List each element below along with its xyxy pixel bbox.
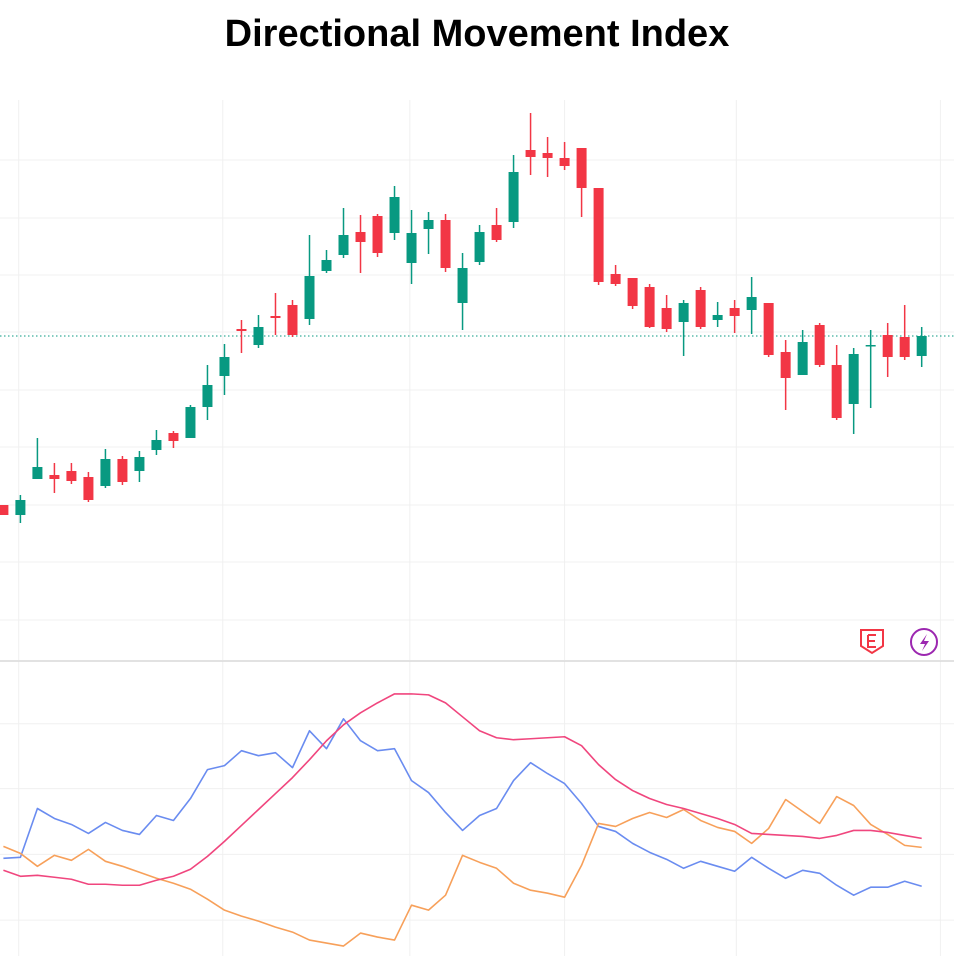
candle-body — [695, 290, 706, 327]
events-icon[interactable] — [910, 628, 938, 656]
candle-body — [185, 407, 196, 438]
candle-body — [916, 336, 927, 356]
candle-body — [321, 260, 332, 271]
candle-body — [338, 235, 349, 255]
candle-body — [270, 316, 281, 318]
candle-body — [508, 172, 519, 222]
candle-body — [865, 345, 876, 347]
candle-body — [457, 268, 468, 303]
candle-body — [372, 216, 383, 253]
candle-body — [491, 225, 502, 240]
earnings-letter — [867, 634, 876, 648]
candle-body — [525, 150, 536, 157]
candle-body — [389, 197, 400, 233]
candle-body — [644, 287, 655, 327]
candle-body — [66, 471, 77, 481]
candle-body — [746, 297, 757, 310]
indicator-line — [3, 718, 922, 897]
candle-body — [134, 457, 145, 471]
earnings-icon[interactable] — [860, 629, 884, 655]
indicator-line — [3, 795, 922, 947]
candle-body — [355, 232, 366, 242]
candle-body — [763, 303, 774, 355]
candle-body — [848, 354, 859, 404]
candle-body — [474, 232, 485, 262]
candle-body — [593, 188, 604, 282]
candle-body — [219, 357, 230, 376]
candle-body — [440, 220, 451, 268]
indicator-line — [3, 693, 922, 887]
candle-body — [100, 459, 111, 486]
candle-body — [729, 308, 740, 316]
grid — [0, 100, 954, 956]
candle-body — [15, 500, 26, 515]
candle-body — [253, 327, 264, 345]
candle-body — [406, 233, 417, 263]
chart-title: Directional Movement Index — [225, 13, 730, 55]
events-bolt — [920, 634, 929, 651]
candle-body — [168, 433, 179, 441]
candle-body — [236, 329, 247, 331]
candle-body — [610, 274, 621, 284]
candle-body — [899, 337, 910, 357]
candle-body — [202, 385, 213, 407]
candle-body — [49, 475, 60, 479]
candle-body — [117, 459, 128, 482]
candle-body — [627, 278, 638, 306]
candle-body — [882, 335, 893, 357]
candle-body — [0, 505, 9, 515]
candle-body — [32, 467, 43, 479]
candle-body — [814, 325, 825, 365]
candle-body — [780, 352, 791, 378]
candle-body — [678, 303, 689, 322]
candle-body — [661, 308, 672, 329]
candle-body — [576, 148, 587, 188]
candle-body — [304, 276, 315, 319]
candle-body — [287, 305, 298, 335]
candle-body — [83, 477, 94, 500]
candle-body — [831, 365, 842, 418]
candle-body — [542, 153, 553, 158]
candle-body — [797, 342, 808, 375]
candle-body — [712, 315, 723, 320]
candle-body — [559, 158, 570, 166]
candle-body — [151, 440, 162, 450]
candle-body — [423, 220, 434, 229]
